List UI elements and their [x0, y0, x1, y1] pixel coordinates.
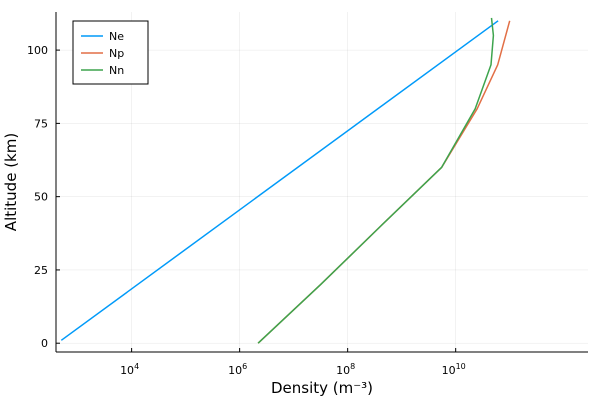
- x-tick-label: 106: [228, 362, 247, 377]
- y-tick-label: 0: [41, 337, 48, 350]
- x-tick-label: 108: [336, 362, 355, 377]
- y-tick-label: 75: [34, 117, 48, 130]
- legend-box: [72, 20, 149, 85]
- y-tick-label: 50: [34, 191, 48, 204]
- axes: [55, 12, 588, 353]
- legend-label-np: Np: [109, 47, 124, 60]
- x-tick-label: 1010: [442, 362, 466, 377]
- series-line-nn: [257, 17, 495, 344]
- x-axis-title: Density (m⁻³): [271, 379, 373, 397]
- legend-label-ne: Ne: [109, 30, 124, 43]
- y-tick-label: 25: [34, 264, 48, 277]
- x-tick-label: 104: [120, 362, 139, 377]
- y-axis-title: Altitude (km): [2, 133, 20, 231]
- series-line-ne: [60, 20, 499, 341]
- legend-label-nn: Nn: [109, 64, 124, 77]
- ticks: 104 106 108 1010 0 25 50 75 100: [27, 44, 466, 377]
- legend: Ne Np Nn: [72, 20, 149, 85]
- y-tick-label: 100: [27, 44, 48, 57]
- series-lines: [60, 17, 511, 344]
